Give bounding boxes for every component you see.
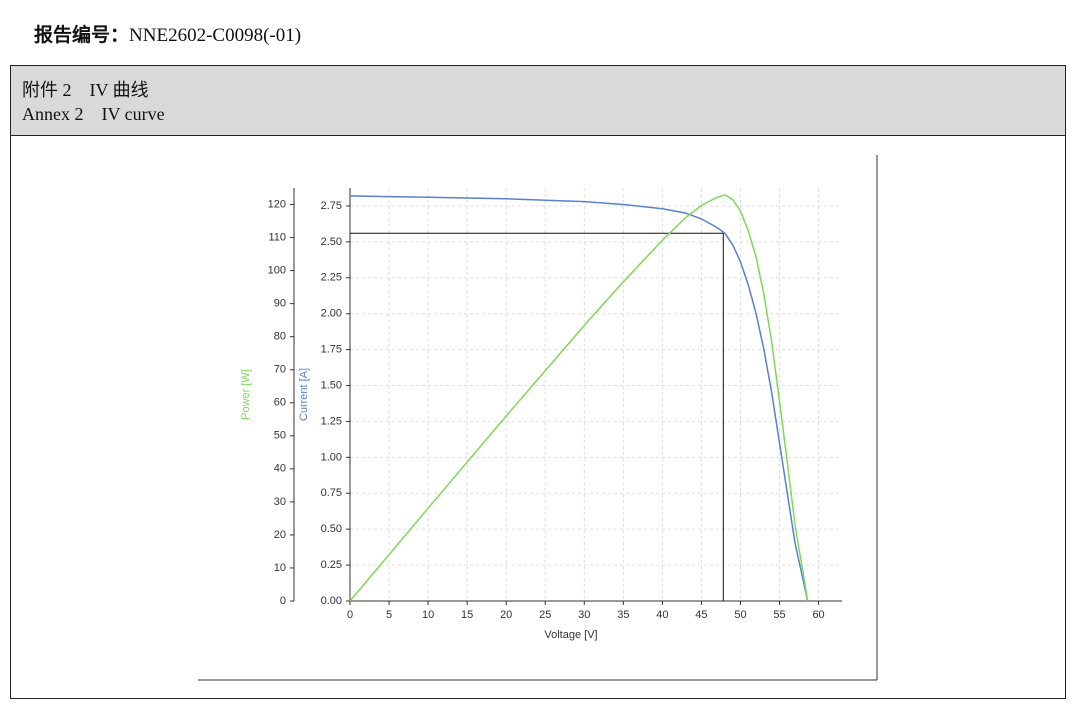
y2-tick-label: 0 (280, 595, 286, 607)
y-tick-label: 0.00 (321, 595, 342, 607)
y-tick-label: 1.75 (321, 344, 342, 356)
y-tick-label: 0.25 (321, 559, 342, 571)
report-number: 报告编号：NNE2602-C0098(-01) (34, 20, 301, 47)
y2-tick-label: 70 (274, 364, 286, 376)
y2-tick-label: 100 (268, 265, 286, 277)
y-tick-label: 1.00 (321, 451, 342, 463)
y-axis-label: Current [A] (298, 368, 310, 421)
annex-box: 附件 2 IV 曲线 Annex 2 IV curve (10, 65, 1066, 699)
x-tick-label: 35 (617, 609, 629, 621)
y2-tick-label: 90 (274, 298, 286, 310)
y-tick-label: 1.50 (321, 379, 342, 391)
y-tick-label: 0.75 (321, 487, 342, 499)
series-line (349, 194, 809, 602)
title-cn: 附件 2 IV 曲线 (22, 80, 149, 100)
x-tick-label: 45 (695, 609, 707, 621)
y2-tick-label: 30 (274, 496, 286, 508)
section-header: 附件 2 IV 曲线 Annex 2 IV curve (11, 66, 1065, 136)
y2-tick-label: 10 (274, 562, 286, 574)
x-tick-label: 15 (461, 609, 473, 621)
report-label: 报告编号： (34, 25, 130, 46)
y-tick-label: 2.75 (321, 200, 342, 212)
y-tick-label: 1.25 (321, 415, 342, 427)
y2-axis-label: Power [W] (240, 369, 252, 420)
x-tick-label: 20 (500, 609, 512, 621)
y2-tick-label: 20 (274, 529, 286, 541)
x-tick-label: 0 (347, 609, 353, 621)
y-tick-label: 2.00 (321, 308, 342, 320)
x-tick-label: 50 (734, 609, 746, 621)
x-tick-label: 40 (656, 609, 668, 621)
y2-tick-label: 110 (268, 231, 286, 243)
y2-tick-label: 120 (268, 198, 286, 210)
x-tick-label: 60 (812, 609, 824, 621)
x-tick-label: 10 (422, 609, 434, 621)
y2-tick-label: 40 (274, 463, 286, 475)
report-id: NNE2602-C0098(-01) (129, 25, 302, 46)
x-tick-label: 55 (773, 609, 785, 621)
y2-tick-label: 50 (274, 430, 286, 442)
x-axis-label: Voltage [V] (544, 629, 597, 641)
y-tick-label: 2.50 (321, 236, 342, 248)
y2-tick-label: 60 (274, 397, 286, 409)
y2-tick-label: 80 (274, 331, 286, 343)
title-en: Annex 2 IV curve (22, 104, 165, 124)
x-tick-label: 5 (386, 609, 392, 621)
series-line (349, 195, 809, 602)
y-tick-label: 2.25 (321, 272, 342, 284)
x-tick-label: 30 (578, 609, 590, 621)
y-tick-label: 0.50 (321, 523, 342, 535)
x-tick-label: 25 (539, 609, 551, 621)
